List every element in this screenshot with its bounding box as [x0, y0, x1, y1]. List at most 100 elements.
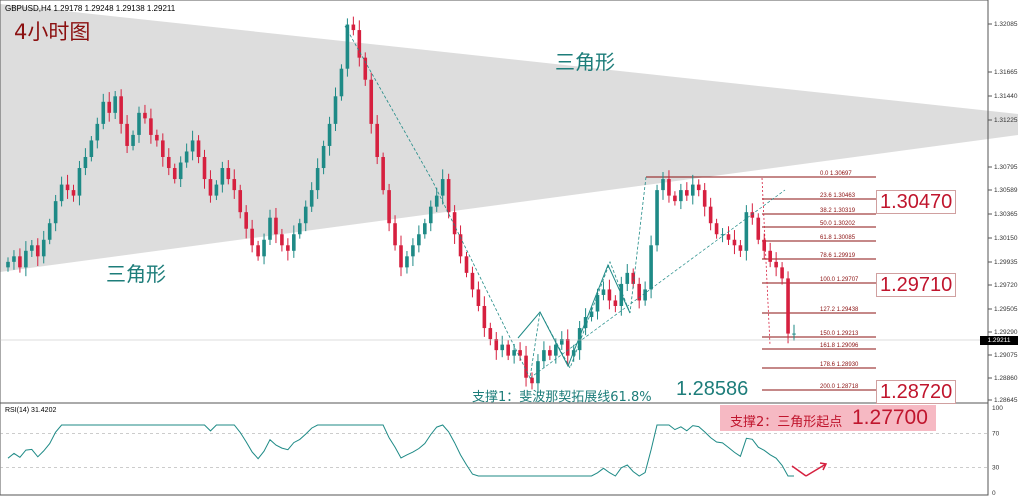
fib-level-label: 38.2 1.30319: [820, 208, 856, 214]
rsi-arrow-down: [791, 465, 807, 477]
candle-body: [667, 179, 671, 196]
candle-body: [506, 344, 510, 356]
candle-body: [607, 289, 612, 301]
y-tick-label: 1.28860: [994, 375, 1018, 382]
support-1-text: 支撑1：斐波那契拓展线61.8%: [472, 390, 652, 405]
candle-body: [750, 212, 755, 218]
candle-body: [685, 190, 689, 196]
y-tick-label: 1.31225: [994, 117, 1018, 124]
candle-body: [292, 234, 296, 251]
candle-body: [643, 289, 647, 301]
fib-level-label: 178.6 1.28930: [820, 362, 859, 368]
candle-body: [309, 190, 314, 207]
candle-body: [482, 305, 487, 329]
candle-body: [536, 361, 540, 384]
fib-level-label: 200.0 1.28718: [820, 384, 859, 390]
y-tick-label: 1.30150: [994, 235, 1018, 242]
candle-body: [315, 168, 320, 191]
candle-body: [726, 234, 731, 240]
candle-body: [702, 190, 707, 207]
candle-body: [155, 134, 159, 141]
candle-body: [250, 228, 254, 246]
rsi-arrow-up: [805, 462, 828, 477]
level-box-3: 1.28720: [876, 380, 957, 404]
candle-body: [71, 190, 76, 196]
candle-body: [696, 184, 701, 191]
candle-body: [720, 234, 725, 236]
rsi-tick-label: 0: [992, 490, 996, 497]
candle-body: [458, 234, 463, 257]
candle-body: [41, 239, 46, 257]
candle-body: [774, 261, 778, 268]
candle-body: [101, 101, 106, 124]
candle-body: [113, 96, 117, 113]
candle-body: [6, 261, 10, 268]
y-tick-label: 1.29505: [994, 306, 1018, 313]
candle-body: [172, 168, 177, 180]
candle-body: [524, 355, 528, 378]
candle-body: [53, 201, 58, 224]
triangle-label-bottom: 三角形: [106, 262, 166, 286]
candle-body: [476, 289, 481, 306]
candle-body: [434, 195, 439, 207]
candle-body: [369, 79, 374, 124]
candle-body: [143, 112, 147, 119]
candle-body: [226, 168, 231, 180]
level-box-2: 1.29710: [876, 273, 957, 297]
candle-body: [18, 256, 22, 268]
candle-body: [637, 283, 641, 301]
candle-body: [387, 190, 391, 224]
y-tick-label: 1.31440: [994, 93, 1018, 100]
y-tick-label: 1.32085: [994, 21, 1018, 28]
candle-body: [577, 328, 582, 351]
candle-body: [327, 123, 332, 146]
candle-body: [500, 344, 505, 351]
candle-body: [375, 123, 379, 157]
candle-body: [12, 256, 16, 262]
candle-body: [208, 179, 213, 196]
support-2-value: 1.27700: [852, 406, 928, 429]
fib-level-label: 50.0 1.30202: [820, 221, 856, 227]
candle-body: [303, 206, 308, 224]
candle-body: [589, 311, 594, 318]
rsi-tick-label: 70: [992, 431, 1000, 438]
candle-body: [214, 184, 219, 196]
symbol-header: GBPUSD,H4 1.29178 1.29248 1.29138 1.2921…: [5, 4, 176, 13]
candle-body: [780, 267, 784, 279]
candle-body: [166, 156, 171, 169]
candle-body: [792, 333, 796, 335]
candle-body: [65, 184, 70, 191]
candle-body: [190, 140, 195, 152]
candle-body: [428, 206, 433, 224]
candle-body: [89, 140, 94, 157]
candle-body: [744, 212, 749, 251]
candle-body: [83, 156, 88, 169]
candle-body: [95, 123, 100, 141]
candle-body: [196, 140, 201, 157]
projection-line: [529, 189, 786, 379]
candle-body: [625, 272, 630, 284]
candle-body: [125, 123, 129, 146]
candle-body: [345, 24, 350, 69]
y-tick-label: 1.31665: [994, 69, 1018, 76]
candle-body: [268, 217, 272, 240]
candle-body: [512, 350, 516, 356]
candle-body: [488, 328, 493, 340]
candle-body: [786, 278, 790, 334]
candle-body: [613, 300, 618, 306]
zigzag-line: [517, 263, 631, 368]
y-tick-label: 1.29720: [994, 282, 1018, 289]
candle-body: [280, 234, 284, 246]
candle-body: [244, 212, 248, 229]
fib-level-label: 127.2 1.29438: [820, 307, 859, 313]
candle-body: [393, 223, 397, 246]
candle-body: [363, 57, 368, 80]
candle-body: [411, 245, 415, 257]
candle-body: [262, 239, 266, 257]
candle-body: [559, 339, 564, 345]
fib-level-label: 61.8 1.30085: [820, 235, 856, 241]
candle-body: [178, 162, 183, 180]
candle-body: [399, 245, 403, 268]
candle-body: [77, 168, 82, 196]
